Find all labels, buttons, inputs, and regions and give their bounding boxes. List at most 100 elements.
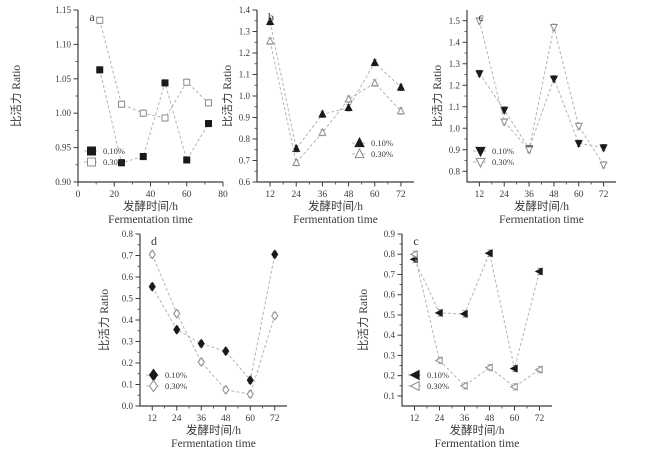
subplot-d-canvas: 0.0 0.1 0.2 0.3 0.4 0.5 0.6 0.7 0.8 12 24 36 48 60 72 0…: [98, 229, 287, 450]
svg-text:12: 12: [148, 414, 158, 424]
svg-text:1.00: 1.00: [55, 108, 71, 118]
subplot-b-canvas: 0.6 0.7 0.8 0.9 1.0 1.1 1.2 1.3 1.4 12 24 36 48 60 72 0…: [222, 5, 414, 224]
x-axis-title-cn: 发酵时间/h: [514, 199, 569, 213]
svg-text:0.30%: 0.30%: [427, 381, 449, 391]
svg-text:0.95: 0.95: [55, 143, 71, 153]
y-axis: 0.0 0.1 0.2 0.3 0.4 0.5 0.6 0.7 0.8: [122, 229, 140, 411]
legend: 0.10%0.30%: [473, 146, 514, 169]
svg-text:0.90: 0.90: [55, 177, 71, 187]
y-axis-title: 比活力 Ratio: [356, 289, 370, 352]
panel-label: d: [151, 234, 157, 248]
svg-text:0.4: 0.4: [384, 330, 396, 340]
subplot-a-canvas: 0.900.951.001.051.101.150 20 40 60 800.10%0.…: [9, 5, 228, 224]
y-axis-title: 比活力 Ratio: [98, 289, 111, 352]
svg-text:1.3: 1.3: [239, 27, 251, 37]
x-axis: 12 24 36 48 60 72: [265, 182, 406, 200]
svg-text:1.1: 1.1: [449, 102, 460, 112]
axes-spines: [139, 234, 287, 407]
svg-text:0.1: 0.1: [122, 380, 133, 390]
svg-text:48: 48: [549, 190, 559, 200]
svg-text:0.6: 0.6: [384, 290, 396, 300]
svg-text:12: 12: [475, 190, 485, 200]
series-0.30%: [409, 250, 543, 391]
svg-text:12: 12: [410, 414, 420, 424]
panel-label: c: [413, 234, 418, 248]
y-axis-title: 比活力 Ratio: [222, 65, 234, 128]
svg-text:1.2: 1.2: [239, 48, 250, 58]
svg-text:60: 60: [574, 190, 584, 200]
svg-text:0.7: 0.7: [239, 156, 251, 166]
x-axis: 12 24 36 48 60 72: [475, 182, 609, 200]
x-axis-title-en: Fermentation time: [108, 214, 193, 224]
y-axis: 0.8 0.9 1.0 1.1 1.2 1.3 1.4 1.5: [449, 16, 467, 176]
subplot-b: 0.6 0.7 0.8 0.9 1.0 1.1 1.2 1.3 1.4 12 24 36 48 60 72 0…: [222, 0, 422, 224]
svg-text:1.2: 1.2: [449, 80, 460, 90]
svg-text:60: 60: [182, 190, 192, 200]
svg-text:72: 72: [535, 414, 545, 424]
svg-text:80: 80: [218, 190, 228, 200]
svg-text:12: 12: [265, 190, 275, 200]
x-axis-title-en: Fermentation time: [499, 214, 584, 224]
svg-text:0.30%: 0.30%: [103, 157, 125, 167]
svg-text:0.8: 0.8: [239, 134, 251, 144]
x-axis-title-en: Fermentation time: [293, 214, 378, 224]
svg-text:36: 36: [318, 190, 328, 200]
svg-text:0.10%: 0.10%: [165, 370, 187, 380]
svg-text:0.4: 0.4: [122, 315, 134, 325]
svg-text:48: 48: [485, 414, 495, 424]
y-axis-title: 比活力 Ratio: [432, 65, 444, 128]
svg-text:24: 24: [500, 190, 510, 200]
svg-text:0.3: 0.3: [384, 350, 396, 360]
svg-text:0: 0: [76, 190, 81, 200]
svg-text:1.1: 1.1: [239, 70, 250, 80]
subplot-e: 0.1 0.2 0.3 0.4 0.5 0.6 0.7 0.8 0.9 12 24 36 48 60 72 0…: [356, 226, 562, 452]
series-0.30%: [96, 16, 212, 122]
svg-text:60: 60: [510, 414, 520, 424]
series-0.10%: [265, 16, 406, 153]
axes-spines: [466, 10, 616, 183]
svg-text:0.30%: 0.30%: [371, 149, 393, 159]
svg-text:1.0: 1.0: [449, 123, 461, 133]
svg-text:0.7: 0.7: [384, 269, 396, 279]
panel-label: b: [268, 10, 274, 24]
subplot-a: 0.90 0.95 1.00 1.05 1.10 1.15 0 20 40 60 80 0.10% 0.…: [0, 0, 238, 224]
legend: 0.10%0.30%: [84, 146, 125, 167]
svg-text:48: 48: [344, 190, 354, 200]
svg-text:1.10: 1.10: [55, 39, 71, 49]
svg-text:72: 72: [270, 414, 280, 424]
svg-text:0.10%: 0.10%: [371, 138, 393, 148]
svg-text:36: 36: [197, 414, 207, 424]
series-0.30%: [265, 36, 406, 167]
svg-text:0.6: 0.6: [122, 272, 134, 282]
svg-text:0.8: 0.8: [122, 229, 134, 239]
svg-text:48: 48: [221, 414, 231, 424]
svg-text:0.9: 0.9: [239, 113, 251, 123]
svg-text:24: 24: [435, 414, 445, 424]
svg-text:20: 20: [110, 190, 120, 200]
panel-label: a: [89, 10, 95, 24]
x-axis-title-cn: 发酵时间/h: [123, 199, 178, 213]
series-0.30%: [475, 17, 608, 170]
legend: 0.10%0.30%: [408, 369, 449, 392]
svg-text:40: 40: [146, 190, 156, 200]
svg-text:1.5: 1.5: [449, 16, 461, 26]
svg-text:0.5: 0.5: [384, 310, 396, 320]
svg-text:1.0: 1.0: [239, 91, 251, 101]
subplot-d: 0.0 0.1 0.2 0.3 0.4 0.5 0.6 0.7 0.8 12 24 36 48 60 72 0…: [98, 226, 298, 452]
x-axis-title-cn: 发酵时间/h: [450, 423, 505, 437]
svg-text:0.30%: 0.30%: [492, 157, 514, 167]
series-0.10%: [148, 249, 279, 386]
svg-text:0.8: 0.8: [384, 249, 396, 259]
panel-label: c: [478, 10, 483, 24]
legend: 0.10%0.30%: [146, 368, 187, 393]
svg-text:1.4: 1.4: [239, 5, 251, 15]
svg-text:0.9: 0.9: [449, 145, 461, 155]
svg-text:0.3: 0.3: [122, 337, 134, 347]
x-axis-title-en: Fermentation time: [171, 438, 256, 450]
svg-text:0.7: 0.7: [122, 251, 134, 261]
svg-text:0.10%: 0.10%: [103, 146, 125, 156]
svg-text:0.1: 0.1: [384, 391, 395, 401]
svg-text:1.05: 1.05: [55, 74, 71, 84]
subplot-c-canvas: 0.1 0.2 0.3 0.4 0.5 0.6 0.7 0.8 0.9 12 24 36 48 60 72 0…: [356, 229, 552, 450]
subplot-c: 0.8 0.9 1.0 1.1 1.2 1.3 1.4 1.5 12 24 36 48 60 72 0.10…: [432, 0, 628, 224]
